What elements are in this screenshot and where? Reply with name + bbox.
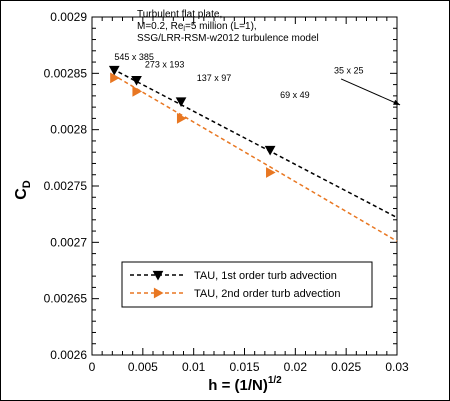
legend-box [121,261,373,308]
y-tick-label: 0.0026 [50,348,87,362]
legend: TAU, 1st order turb advection TAU, 2nd or… [121,261,373,308]
series-fit-line [111,73,398,242]
axis-labels: h = (1/N)1/2 CD [13,180,282,394]
data-point-marker [131,75,142,86]
data-point-marker [153,287,164,299]
data-point-marker [175,97,187,108]
x-tick-label: 0 [89,360,96,374]
axes: 0 0.005 0.01 0.015 0.02 0.025 0.03 0.0026 0.0026… [44,10,409,374]
title-line: M=0.2, Rel=5 million (L=1), [137,21,257,33]
data-point-marker [176,113,187,124]
annotation-arrow-line [340,78,401,106]
y-tick-label: 0.0027 [50,235,87,249]
grid-size-annotation: 137 x 97 [197,73,232,83]
y-tick-label: 0.0029 [50,10,87,24]
y-tick-label: 0.00285 [44,66,88,80]
data-point-marker [152,270,164,281]
chart-title: Turbulent flat plate,M=0.2, Rel=5 millio… [137,9,319,44]
grid-size-annotation: 273 x 193 [145,60,185,70]
x-tick-label: 0.01 [182,360,206,374]
x-tick-label: 0.005 [128,360,158,374]
y-axis-label: CD [13,180,33,200]
series-2 [110,72,398,242]
data-point-marker [110,72,120,84]
data-point-marker [132,86,143,97]
y-tick-label: 0.0028 [50,123,87,137]
series-fit-line [111,68,398,219]
y-tick-label: 0.00265 [44,292,88,306]
x-tick-label: 0.015 [229,360,259,374]
annotation-arrow-head [393,99,401,105]
data-point-marker [264,145,276,156]
series-1 [108,65,398,219]
x-tick-label: 0.03 [385,360,409,374]
y-tick-label: 0.00275 [44,179,88,193]
x-tick-label: 0.02 [284,360,308,374]
data-point-marker [266,167,276,178]
title-line: Turbulent flat plate, [137,9,222,20]
data-point-marker [108,65,120,76]
legend-entry-label: TAU, 2nd order turb advection [194,288,341,300]
x-axis-label: h = (1/N)1/2 [208,375,282,394]
grid-size-annotation: 69 x 49 [280,90,310,100]
title-line: SSG/LRR-RSM-w2012 turbulence model [137,33,319,44]
series-layer [108,65,398,242]
legend-entry-label: TAU, 1st order turb advection [194,270,337,282]
x-tick-label: 0.025 [331,360,361,374]
grid-size-annotation: 35 x 25 [334,65,364,75]
grid-size-annotation: 545 x 385 [114,52,154,62]
